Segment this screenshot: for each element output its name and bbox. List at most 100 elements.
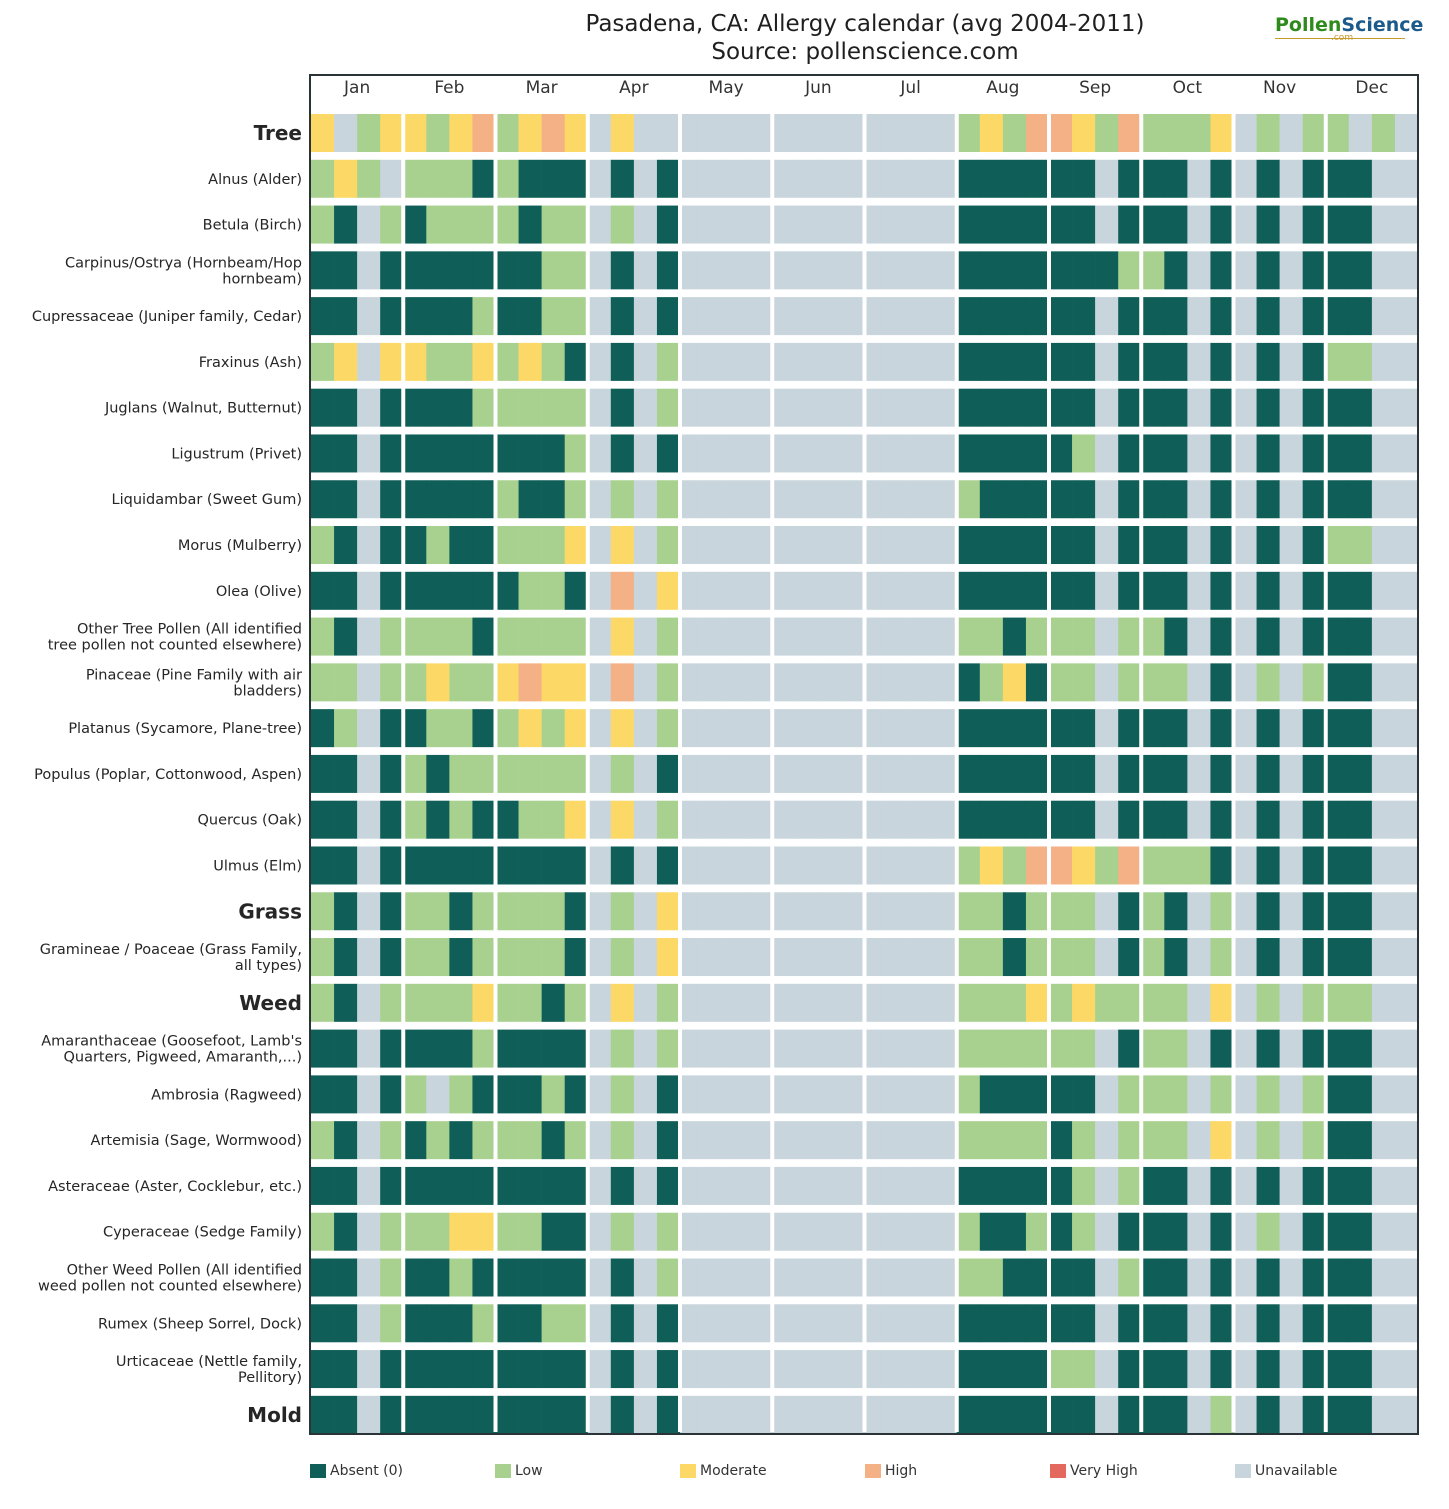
week-cell	[726, 526, 750, 565]
week-cell	[1325, 663, 1350, 702]
week-cell	[1187, 571, 1211, 610]
week-cell	[449, 159, 473, 198]
week-cell	[795, 800, 819, 839]
week-cell	[910, 297, 934, 336]
week-cell	[403, 663, 427, 702]
week-cell	[703, 114, 727, 152]
week-cell	[933, 1350, 958, 1389]
week-cell	[472, 938, 496, 977]
week-cell	[334, 1395, 358, 1434]
week-cell	[795, 205, 819, 244]
week-cell	[380, 114, 404, 152]
week-cell	[334, 1304, 358, 1343]
week-cell	[1256, 159, 1280, 198]
week-cell	[841, 1121, 865, 1160]
week-cell	[1095, 1395, 1119, 1434]
week-cell	[795, 571, 819, 610]
week-cell	[841, 1166, 865, 1205]
week-cell	[1025, 709, 1050, 748]
week-cell	[380, 388, 404, 427]
week-cell	[956, 1212, 981, 1251]
week-cell	[1025, 846, 1050, 885]
logo-underline	[1275, 38, 1405, 39]
week-cell	[795, 526, 819, 565]
week-cell	[1371, 434, 1396, 473]
week-cell	[1279, 663, 1303, 702]
week-cell	[1348, 114, 1373, 152]
legend-swatch	[495, 1464, 511, 1478]
week-cell	[1302, 1166, 1327, 1205]
week-cell	[703, 297, 727, 336]
week-cell	[633, 938, 658, 977]
week-cell	[933, 114, 958, 152]
week-cell	[633, 617, 658, 656]
week-cell	[1210, 251, 1234, 290]
week-cell	[1279, 388, 1303, 427]
week-cell	[1279, 342, 1303, 381]
week-cell	[656, 526, 681, 565]
week-cell	[334, 1075, 358, 1114]
week-cell	[472, 663, 496, 702]
week-cell	[587, 434, 612, 473]
week-cell	[1371, 480, 1396, 519]
week-cell	[541, 1258, 565, 1297]
week-cell	[357, 159, 381, 198]
month-separator	[1231, 110, 1236, 1432]
week-cell	[1325, 571, 1350, 610]
week-cell	[1002, 1304, 1027, 1343]
week-cell	[495, 251, 519, 290]
week-cell	[1348, 846, 1373, 885]
heatmap-row: Liquidambar (Sweet Gum)	[112, 480, 1419, 519]
week-cell	[979, 571, 1004, 610]
week-cell	[1164, 1258, 1188, 1297]
week-cell	[1002, 526, 1027, 565]
week-cell	[1371, 983, 1396, 1022]
week-cell	[1210, 983, 1234, 1022]
week-cell	[311, 1258, 335, 1297]
week-cell	[1049, 983, 1073, 1022]
week-cell	[587, 1350, 612, 1389]
week-cell	[495, 480, 519, 519]
week-cell	[979, 388, 1004, 427]
week-cell	[703, 983, 727, 1022]
week-cell	[726, 800, 750, 839]
week-cell	[472, 846, 496, 885]
week-cell	[1394, 1029, 1419, 1068]
week-cell	[1072, 938, 1096, 977]
week-cell	[403, 846, 427, 885]
week-cell	[472, 1075, 496, 1114]
week-cell	[1279, 434, 1303, 473]
week-cell	[910, 892, 934, 931]
logo-sub: .com	[1331, 33, 1354, 43]
week-cell	[495, 983, 519, 1022]
week-cell	[495, 800, 519, 839]
week-cell	[587, 754, 612, 793]
row-label: Carpinus/Ostrya (Hornbeam/Hop	[65, 255, 302, 271]
week-cell	[818, 205, 842, 244]
week-cell	[1025, 434, 1050, 473]
week-cell	[1025, 983, 1050, 1022]
month-label-sep: Sep	[1079, 78, 1111, 98]
week-cell	[1256, 480, 1280, 519]
week-cell	[795, 1350, 819, 1389]
week-cell	[357, 114, 381, 152]
week-cell	[1025, 754, 1050, 793]
week-cell	[749, 480, 773, 519]
week-cell	[1025, 617, 1050, 656]
week-cell	[1141, 1212, 1165, 1251]
week-cell	[610, 480, 635, 519]
week-cell	[1256, 709, 1280, 748]
week-cell	[1302, 1029, 1327, 1068]
week-cell	[1348, 1075, 1373, 1114]
week-cell	[887, 526, 911, 565]
week-cell	[541, 1350, 565, 1389]
row-label: Platanus (Sycamore, Plane-tree)	[68, 721, 302, 737]
week-cell	[357, 480, 381, 519]
week-cell	[1279, 617, 1303, 656]
week-cell	[472, 1166, 496, 1205]
week-cell	[1210, 1166, 1234, 1205]
week-cell	[1141, 1166, 1165, 1205]
week-cell	[518, 526, 542, 565]
week-cell	[1025, 938, 1050, 977]
